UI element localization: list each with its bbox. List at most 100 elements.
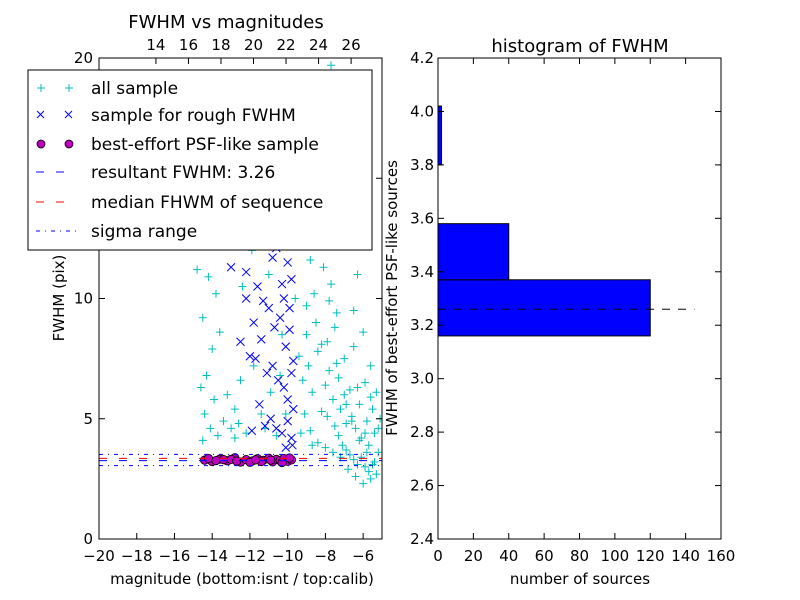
rough-sample-point <box>262 368 272 378</box>
all-sample-point <box>328 448 337 457</box>
all-sample-point <box>223 390 232 399</box>
all-sample-point <box>311 318 320 327</box>
histogram-bar <box>437 279 651 337</box>
top-x-tick-label: 24 <box>309 36 328 54</box>
legend-box <box>27 69 373 251</box>
right-chart-title: histogram of FWHM <box>491 36 668 57</box>
rough-sample-point <box>283 395 293 404</box>
hist-x-tick-label: 140 <box>671 547 700 565</box>
all-sample-point <box>349 455 358 464</box>
x-tick-label: −20 <box>83 547 115 565</box>
legend-label-resultant: resultant FWHM: 3.26 <box>91 163 275 183</box>
all-sample-point <box>294 352 303 361</box>
best-sample-point <box>211 455 221 466</box>
all-sample-point <box>227 424 236 433</box>
hist-y-tick-label: 2.4 <box>410 530 434 548</box>
rough-sample-point <box>281 342 291 351</box>
legend-marker-plus-2 <box>65 84 73 92</box>
all-sample-point <box>204 272 213 281</box>
rough-sample-point <box>285 325 294 335</box>
hist-x-tick-label: 120 <box>636 547 665 565</box>
top-x-tick-label: 22 <box>276 36 295 54</box>
all-sample-point <box>362 417 371 426</box>
all-sample-point <box>300 409 309 418</box>
all-sample-point <box>372 388 381 397</box>
rough-sample-point <box>260 421 270 431</box>
x-tick-label: −10 <box>272 547 304 565</box>
rough-sample-point <box>275 313 285 323</box>
legend-entry-rough: sample for rough FWHM <box>36 106 296 126</box>
rough-sample-point <box>281 443 291 452</box>
all-sample-point <box>319 263 328 272</box>
all-sample-point <box>302 330 311 339</box>
legend-entry-best: best-effort PSF-like sample <box>36 135 319 155</box>
all-sample-point <box>330 323 339 332</box>
all-sample-point <box>219 417 228 426</box>
all-sample-point <box>336 405 345 414</box>
all-sample-point <box>211 289 220 298</box>
all-sample-point <box>193 265 202 274</box>
all-sample-point <box>234 419 243 428</box>
rough-sample-point <box>277 279 287 289</box>
all-sample-point <box>325 296 334 305</box>
all-sample-point <box>278 330 287 339</box>
rough-sample-point <box>285 303 294 313</box>
rough-sample-point <box>266 414 276 424</box>
y-tick-label: 0 <box>83 530 93 548</box>
hist-x-tick-label: 60 <box>535 547 554 565</box>
all-sample-point <box>374 448 382 457</box>
hist-y-tick-label: 3.6 <box>410 209 434 227</box>
top-x-tick-label: 16 <box>179 36 198 54</box>
all-sample-point <box>198 436 207 445</box>
all-sample-point <box>364 441 373 450</box>
x-tick-label: −6 <box>352 547 374 565</box>
hist-y-tick-label: 3.8 <box>410 156 434 174</box>
all-sample-point <box>359 479 368 488</box>
all-sample-point <box>208 345 217 354</box>
all-sample-point <box>366 393 375 402</box>
histogram-bar <box>437 105 443 166</box>
all-sample-point <box>368 405 377 414</box>
legend-label-best: best-effort PSF-like sample <box>91 135 319 155</box>
left-chart-title: FWHM vs magnitudes <box>128 12 323 33</box>
all-sample-point <box>236 376 245 385</box>
all-sample-point <box>361 378 370 387</box>
rough-sample-point <box>255 399 264 409</box>
legend-marker-circle-2 <box>64 139 74 149</box>
all-sample-point <box>281 409 290 418</box>
rough-sample-point <box>277 428 287 438</box>
hist-y-tick-label: 4.2 <box>410 49 434 67</box>
all-sample-point <box>196 383 205 392</box>
hist-x-tick-label: 0 <box>433 547 443 565</box>
all-sample-point <box>330 421 339 430</box>
all-sample-point <box>374 424 382 433</box>
rough-sample-point <box>245 351 255 361</box>
rough-sample-point <box>256 335 266 344</box>
legend-label-all-sample: all sample <box>91 79 178 99</box>
rough-sample-point <box>287 274 296 284</box>
left-y-axis-label: FWHM (pix) <box>50 255 68 342</box>
legend-label-median: median FHWM of sequence <box>91 193 323 213</box>
top-x-tick-label: 20 <box>244 36 263 54</box>
rough-sample-point <box>226 262 236 272</box>
all-sample-point <box>238 282 247 291</box>
all-sample-point <box>361 429 370 438</box>
all-sample-point <box>351 424 360 433</box>
all-sample-point <box>215 328 224 337</box>
hist-x-tick-label: 20 <box>464 547 483 565</box>
rough-sample-point <box>268 361 277 371</box>
all-sample-point <box>317 407 326 416</box>
all-sample-point <box>298 376 307 385</box>
all-sample-point <box>321 443 330 452</box>
all-sample-point <box>332 359 341 368</box>
all-sample-point <box>296 429 305 438</box>
all-sample-point <box>353 270 362 279</box>
all-sample-point <box>370 458 379 467</box>
rough-sample-point <box>288 356 298 366</box>
all-sample-point <box>302 301 311 310</box>
all-sample-point <box>323 412 332 421</box>
rough-sample-point <box>251 354 260 363</box>
rough-sample-point <box>247 426 257 436</box>
all-sample-point <box>361 462 370 471</box>
all-sample-point <box>264 270 273 279</box>
